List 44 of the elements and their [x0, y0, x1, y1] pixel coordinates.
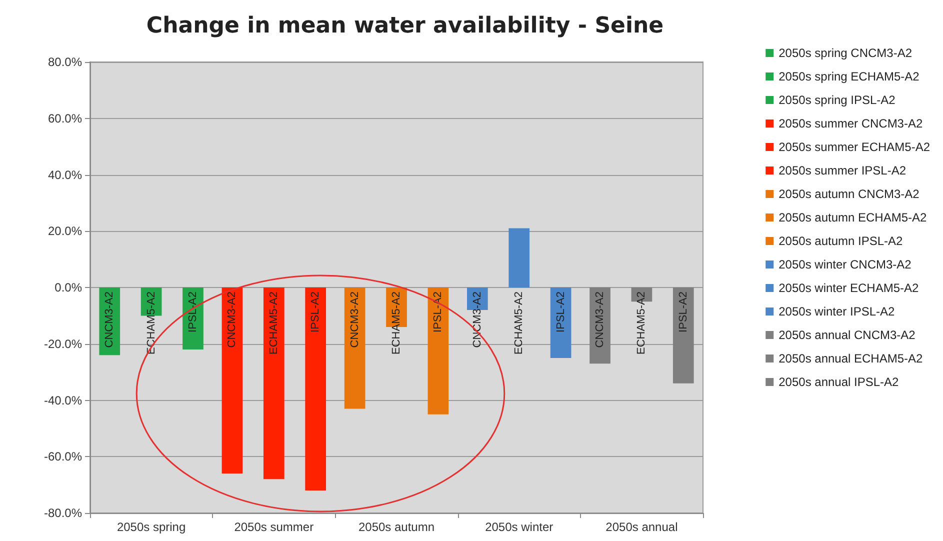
legend-label: 2050s winter CNCM3-A2 [778, 258, 912, 272]
annotation: CNCM3-A2 [226, 292, 238, 348]
y-tick-label: -40.0% [44, 393, 82, 408]
legend-label: 2050s annual ECHAM5-A2 [778, 352, 924, 366]
legend-label: 2050s summer CNCM3-A2 [778, 116, 923, 130]
y-tick-label: 20.0% [48, 224, 82, 238]
annotation: ECHAM5-A2 [145, 292, 158, 354]
y-tick-label: 60.0% [48, 111, 82, 126]
annotation: ECHAM5-A2 [390, 292, 402, 354]
x-tick-label: 2050s summer [234, 520, 314, 534]
legend-label: 2050s autumn ECHAM5-A2 [778, 210, 928, 224]
legend-label: 2050s spring CNCM3-A2 [778, 46, 912, 60]
x-tick-label: 2050s spring [116, 520, 186, 534]
annotation: ECHAM5-A2 [636, 292, 648, 354]
annotation: IPSL-A2 [554, 292, 567, 332]
legend-label: 2050s spring ECHAM5-A2 [778, 70, 920, 84]
chart-title: Change in mean water availability - Seine [146, 14, 664, 38]
y-tick-label: -60.0% [44, 450, 82, 464]
annotation: IPSL-A2 [677, 292, 690, 332]
y-tick-label: 0.0% [54, 280, 82, 294]
legend-label: 2050s winter IPSL-A2 [778, 304, 896, 318]
legend-label: 2050s spring IPSL-A2 [778, 93, 896, 107]
x-tick-label: 2050s annual [606, 520, 678, 534]
annotation: CNCM3-A2 [471, 292, 484, 348]
annotation: ECHAM5-A2 [513, 292, 526, 354]
y-tick-label: -80.0% [44, 506, 82, 520]
annotation: CNCM3-A2 [594, 292, 606, 348]
annotation: ECHAM5-A2 [268, 292, 280, 354]
annotation: CNCM3-A2 [348, 292, 361, 348]
annotation: CNCM3-A2 [104, 292, 116, 348]
x-tick-label: 2050s winter [485, 520, 554, 534]
annotation: IPSL-A2 [186, 292, 199, 332]
legend-label: 2050s autumn CNCM3-A2 [778, 187, 920, 201]
y-tick-label: 40.0% [48, 168, 82, 182]
y-tick-label: 80.0% [48, 55, 82, 69]
annotation: IPSL-A2 [310, 292, 322, 332]
x-tick-label: 2050s autumn [358, 520, 435, 534]
legend-label: 2050s winter ECHAM5-A2 [778, 281, 919, 295]
legend-label: 2050s summer ECHAM5-A2 [778, 140, 930, 154]
legend-label: 2050s annual CNCM3-A2 [778, 328, 916, 342]
legend-label: 2050s autumn IPSL-A2 [778, 234, 904, 248]
y-tick-label: -20.0% [44, 336, 82, 351]
legend-label: 2050s annual IPSL-A2 [778, 375, 900, 389]
legend-label: 2050s summer IPSL-A2 [778, 164, 906, 178]
